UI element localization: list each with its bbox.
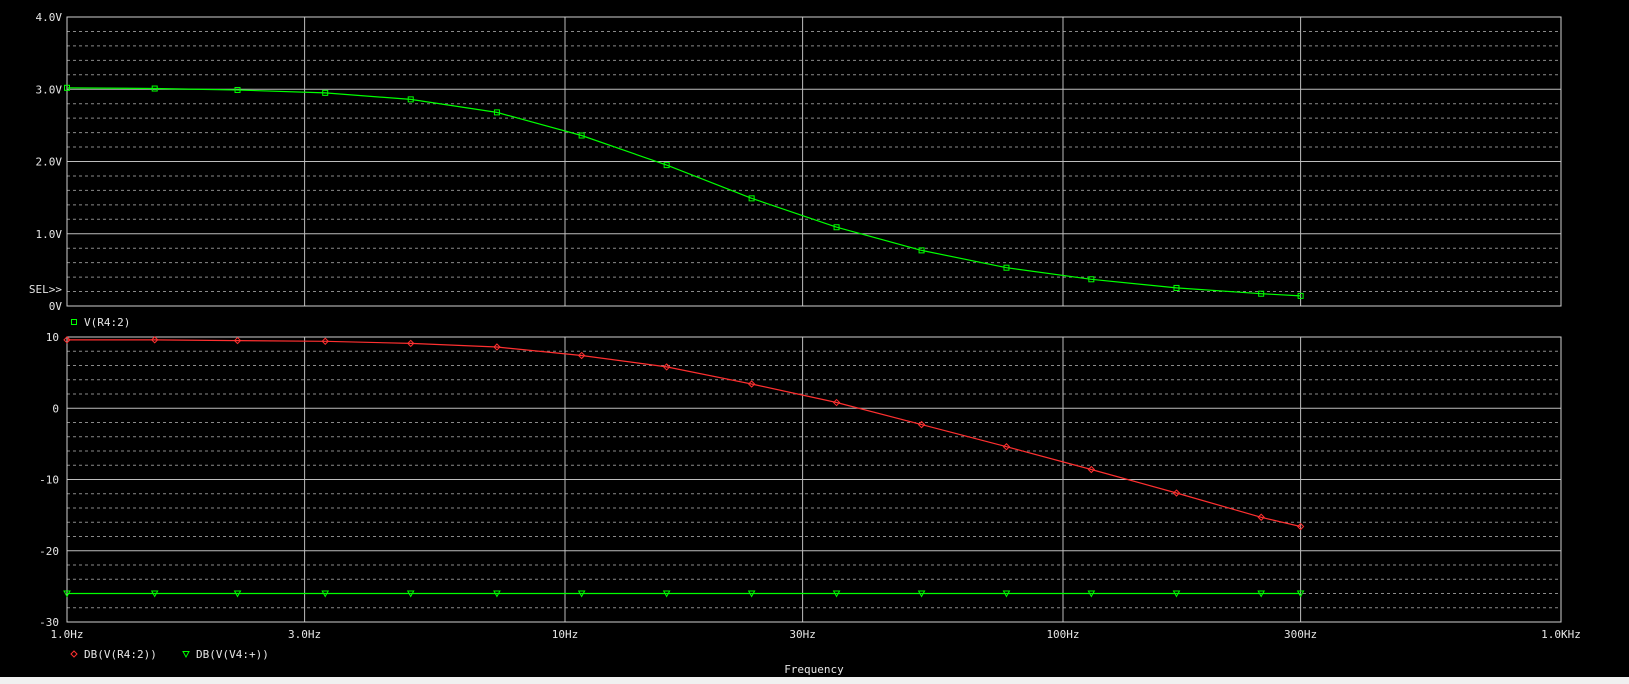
x-tick-label: 3.0Hz (288, 628, 321, 641)
bottom-plot-series-1-point (1172, 590, 1181, 598)
bottom-plot-series-1-point (63, 590, 71, 598)
bottom-plot-series-0-point (150, 336, 159, 344)
bottom-plot-series-0-point (233, 336, 242, 345)
top-plot-series-0-point (1173, 284, 1180, 291)
x-tick-label: 10Hz (552, 628, 579, 641)
top-legend-marker (71, 319, 77, 325)
x-tick-label: 1.0Hz (50, 628, 83, 641)
bottom-plot-frame (66, 336, 1562, 623)
bottom-plot-series-1-point (233, 590, 242, 598)
bottom-plot-series-1-point (1257, 590, 1266, 598)
top-plot-series-0-point (1258, 290, 1265, 297)
bottom-plot-series-0-point (63, 336, 71, 344)
bottom-plot-series-1-point (662, 590, 671, 598)
top-plot-series-0-point (493, 109, 500, 116)
selection-marker: SEL>> (29, 283, 62, 296)
x-tick-label: 30Hz (789, 628, 816, 641)
bottom-plot-series-0-point (747, 380, 756, 388)
top-y-tick-label: 2.0V (36, 156, 63, 169)
bottom-legend-label: DB(V(R4:2)) (84, 648, 157, 661)
bottom-plot-series-1-point (832, 590, 841, 598)
top-plot-series-0-point (234, 86, 241, 93)
top-y-tick-label: 1.0V (36, 228, 63, 241)
bottom-y-tick-label: 0 (52, 402, 59, 415)
top-plot-series-0-point (663, 162, 670, 169)
bottom-plot-series-1-point (1296, 590, 1305, 598)
bottom-plot-series-0-point (1296, 522, 1305, 531)
bottom-y-tick-label: -10 (39, 474, 59, 487)
bottom-plot-series-0-point (832, 398, 841, 407)
x-axis-label: Frequency (784, 663, 844, 676)
top-plot-series-0-point (918, 247, 925, 254)
top-plot-series-0-point (322, 89, 329, 96)
bottom-y-tick-label: -30 (39, 616, 59, 629)
top-plot-series-0-point (578, 132, 585, 139)
bottom-plot-series-line-0 (67, 339, 1301, 528)
bottom-plot-series-1-point (1002, 590, 1011, 598)
bottom-plot-series-1-point (917, 590, 926, 598)
top-plot-series-0-point (1297, 292, 1304, 299)
top-y-tick-label: 0V (49, 300, 63, 313)
bottom-plot-series-0-point (321, 337, 329, 345)
window-bottom-strip (0, 677, 1629, 684)
bottom-plot-series-1-point (493, 590, 501, 598)
top-plot-series-0-point (748, 195, 755, 202)
top-plot-frame (66, 16, 1562, 307)
top-legend-label: V(R4:2) (84, 316, 130, 329)
top-y-tick-label: 4.0V (36, 11, 63, 24)
bottom-plot-series-0-point (493, 343, 501, 351)
bottom-plot-series-0-point (1087, 465, 1096, 474)
bottom-y-tick-label: 10 (46, 331, 59, 344)
bottom-plot-series-1-point (406, 590, 415, 598)
bottom-legend-marker (70, 650, 78, 658)
bottom-plot-series-1-point (1087, 590, 1096, 598)
top-plot-series-0-point (1088, 276, 1095, 283)
top-y-tick-label: 3.0V (36, 83, 63, 96)
bottom-legend-marker (182, 651, 190, 659)
bottom-plot-series-0-point (577, 351, 586, 360)
x-tick-label: 100Hz (1046, 628, 1079, 641)
bottom-plot-series-0-point (407, 339, 415, 348)
x-tick-label: 1.0KHz (1541, 628, 1581, 641)
bottom-legend-label: DB(V(V4:+)) (196, 648, 269, 661)
top-plot-series-0-point (1003, 264, 1010, 271)
bottom-plot-series-1-point (747, 590, 756, 598)
x-tick-label: 300Hz (1284, 628, 1317, 641)
bottom-plot-series-1-point (150, 590, 159, 598)
bottom-plot-series-1-point (321, 590, 330, 598)
bottom-plot-series-0-point (1002, 443, 1011, 451)
bottom-plot-series-0-point (662, 363, 671, 371)
bottom-plot-series-0-point (1257, 513, 1265, 521)
bottom-plot-series-1-point (577, 590, 586, 598)
top-plot-series-0-point (151, 85, 158, 92)
bottom-plot-series-0-point (1172, 489, 1181, 497)
top-plot-series-line-0 (66, 87, 1301, 297)
bottom-plot-series-0-point (917, 420, 926, 429)
top-plot-series-0-point (407, 96, 414, 103)
bottom-y-tick-label: -20 (39, 545, 59, 558)
top-plot-series-0-point (833, 224, 840, 231)
top-plot-series-0-point (64, 84, 70, 91)
